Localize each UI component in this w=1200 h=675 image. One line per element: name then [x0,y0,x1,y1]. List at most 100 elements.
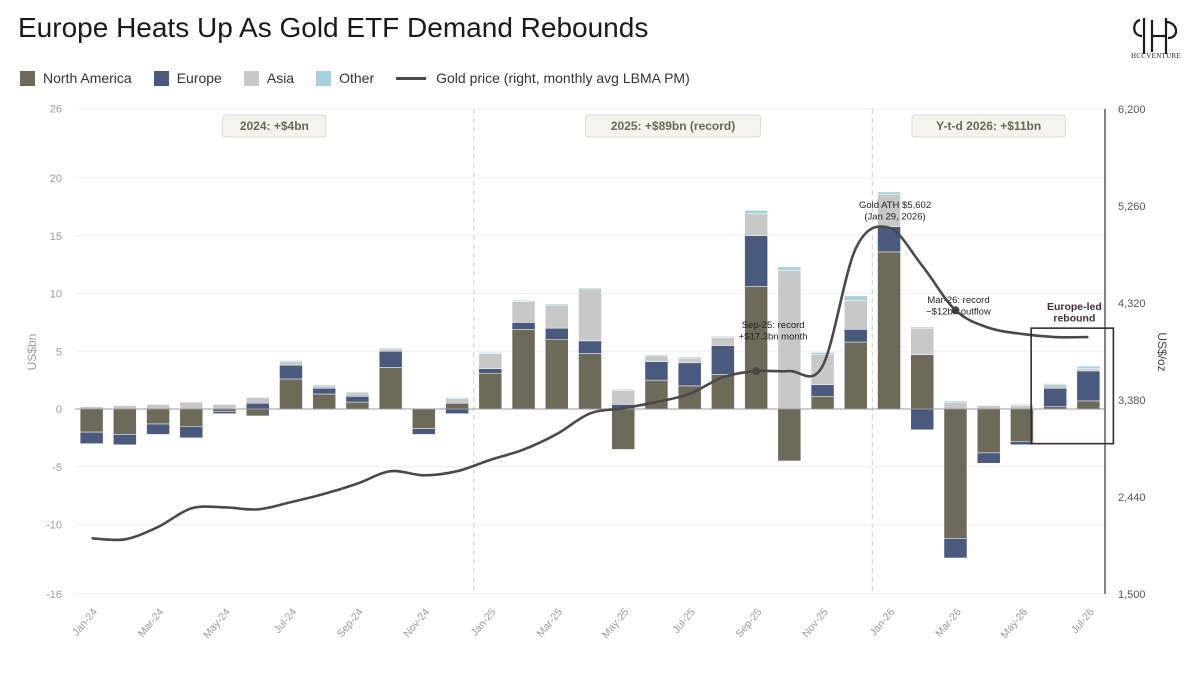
period-label-box [584,114,762,138]
bar-other [312,384,336,387]
bar-europe [943,538,968,559]
bar-europe [1010,441,1034,446]
bar-asia [378,348,403,352]
bar-north-america [345,401,370,410]
bar-europe [578,340,602,354]
legend: North America Europe Asia Other Gold pri… [20,69,712,87]
bar-north-america [545,339,569,410]
bar-europe [245,402,270,410]
bar-asia [146,404,170,410]
bar-europe [378,351,403,368]
x-tick-label: Jul-26 [1069,606,1097,636]
y2-axis-title: US$/oz [1155,332,1169,371]
bar-north-america [777,408,802,462]
y-tick-label: -5 [52,462,62,474]
bar-other [578,287,602,290]
bar-other [677,356,702,359]
x-tick-label: Jan-25 [469,606,499,638]
bar-asia [578,288,602,342]
bar-asia [545,304,569,329]
bar-asia [511,301,536,323]
bar-europe [545,327,569,340]
bar-other [877,191,901,195]
annotation-text: −$12bn outflow [926,307,991,318]
bar-europe [677,362,702,387]
bar-other [279,360,303,362]
x-tick-label: Nov-25 [800,606,831,640]
bar-other [378,347,403,350]
y-tick-label: 10 [50,289,62,301]
bar-other [478,352,503,354]
bar-europe [345,396,370,403]
period-label-box [911,114,1067,138]
bar-asia [312,385,336,389]
bar-europe [877,226,901,253]
chart-title: Europe Heats Up As Gold ETF Demand Rebou… [18,12,649,43]
annotation-text: +$17.3bn month [739,332,808,343]
annotation-text: (Jan 29, 2026) [864,212,925,223]
bar-north-america [478,372,503,410]
bar-other [910,326,935,329]
legend-line-swatch [396,76,427,80]
bar-north-america [179,408,204,427]
legend-label: Europe [176,70,222,86]
y-tick-label: 0 [56,404,62,416]
bar-north-america [976,408,1001,454]
x-tick-label: Sep-25 [733,606,764,640]
legend-label: Other [339,70,375,86]
y-tick-label: 20 [50,173,62,185]
bar-europe [445,408,469,414]
bar-asia [1010,405,1034,410]
x-tick-label: Mar-24 [136,606,167,639]
bar-north-america [113,408,137,435]
legend-label: North America [43,70,132,86]
bar-other [1076,366,1101,369]
bar-north-america [744,286,768,410]
bar-europe [212,411,237,414]
bar-asia [810,354,835,385]
bar-europe [810,384,835,397]
highlight-box [1030,327,1115,445]
bar-asia [478,353,503,369]
annotation-text: Gold ATH $5,602 [859,200,931,211]
y2-tick-label: 2,440 [1118,492,1146,504]
bar-asia [212,404,237,410]
bar-europe [744,235,768,287]
annotation-text: Sep-25: record [742,320,805,331]
bar-europe [711,345,735,375]
bar-north-america [79,408,104,433]
bar-other [777,266,802,271]
bar-other [611,389,635,391]
bar-asia [744,213,768,236]
hccventure-logo [1133,18,1178,54]
x-tick-label: May-25 [600,606,632,641]
bar-north-america [245,408,270,417]
legend-item-asia: Asia [243,70,295,86]
bar-north-america [844,341,868,410]
logo-text: HCCVENTURE [1130,52,1182,60]
y-tick-label: 5 [56,346,62,358]
legend-swatch [20,70,35,86]
bar-other [445,397,469,399]
bar-asia [976,405,1001,410]
bar-asia [179,401,204,410]
bar-europe [79,431,104,444]
y-tick-label: 15 [50,231,62,243]
bar-asia [113,405,137,410]
legend-label: Asia [266,70,295,86]
legend-item-europe: Europe [153,70,222,86]
bar-north-america [146,408,170,425]
period-label: 2025: +$89bn (record) [611,119,735,133]
bar-asia [1043,384,1067,389]
bar-europe [179,426,204,439]
period-label-box [222,114,327,138]
bar-north-america [1076,400,1101,410]
y-tick-label: 26 [50,104,62,116]
annotation-text: rebound [1053,313,1095,325]
gold-price-marker [951,306,960,315]
bar-north-america [378,367,403,410]
bar-europe [412,428,436,435]
x-tick-label: Jul-24 [272,606,300,636]
x-tick-label: May-24 [201,606,233,641]
bar-asia [644,355,669,362]
